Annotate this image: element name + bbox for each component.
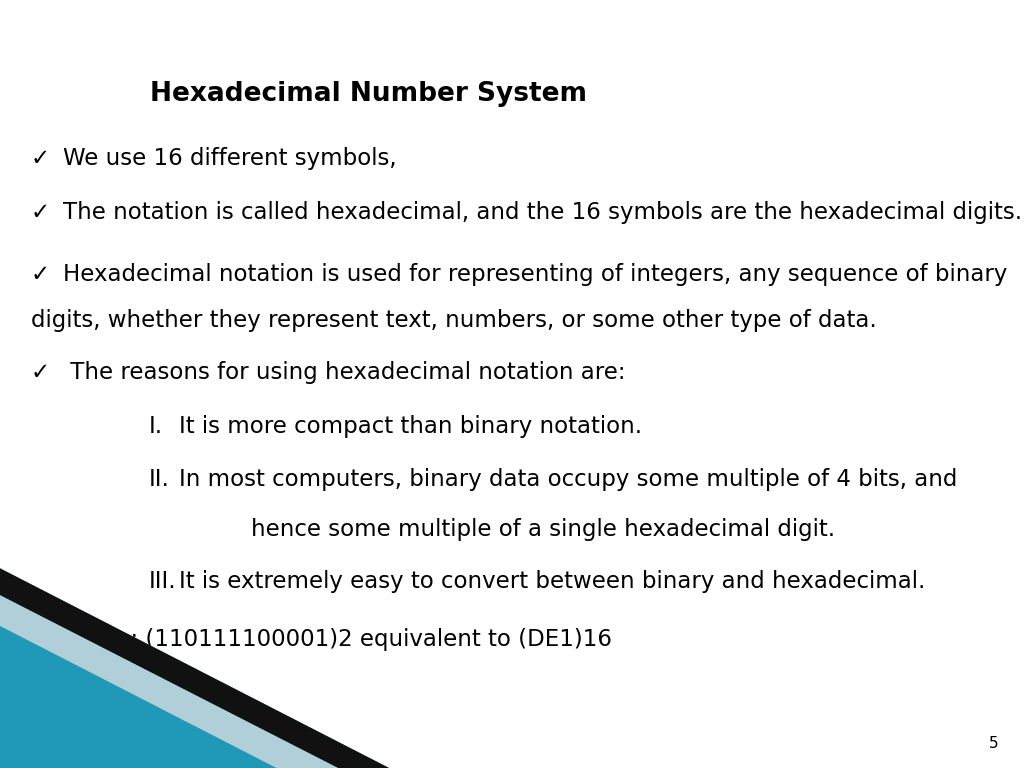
Text: Example: (110111100001)2 equivalent to (DE1)16: Example: (110111100001)2 equivalent to (… — [31, 628, 611, 651]
Text: ✓: ✓ — [31, 147, 50, 170]
Polygon shape — [0, 568, 389, 768]
Text: hence some multiple of a single hexadecimal digit.: hence some multiple of a single hexadeci… — [251, 518, 835, 541]
Text: ✓: ✓ — [31, 361, 50, 384]
Text: In most computers, binary data occupy some multiple of 4 bits, and: In most computers, binary data occupy so… — [179, 468, 957, 492]
Text: It is more compact than binary notation.: It is more compact than binary notation. — [179, 415, 642, 438]
Text: II.: II. — [148, 468, 169, 492]
Text: Hexadecimal notation is used for representing of integers, any sequence of binar: Hexadecimal notation is used for represe… — [63, 263, 1008, 286]
Text: III.: III. — [148, 570, 176, 593]
Text: We use 16 different symbols,: We use 16 different symbols, — [63, 147, 397, 170]
Polygon shape — [0, 595, 338, 768]
Polygon shape — [0, 568, 389, 768]
Text: Hexadecimal Number System: Hexadecimal Number System — [151, 81, 587, 107]
Text: ✓: ✓ — [31, 201, 50, 224]
Text: The notation is called hexadecimal, and the 16 symbols are the hexadecimal digit: The notation is called hexadecimal, and … — [63, 201, 1023, 224]
Text: The reasons for using hexadecimal notation are:: The reasons for using hexadecimal notati… — [63, 361, 626, 384]
Text: 5: 5 — [989, 736, 998, 751]
Text: I.: I. — [148, 415, 163, 438]
Text: digits, whether they represent text, numbers, or some other type of data.: digits, whether they represent text, num… — [31, 309, 877, 332]
Text: ✓: ✓ — [31, 263, 50, 286]
Text: It is extremely easy to convert between binary and hexadecimal.: It is extremely easy to convert between … — [179, 570, 926, 593]
